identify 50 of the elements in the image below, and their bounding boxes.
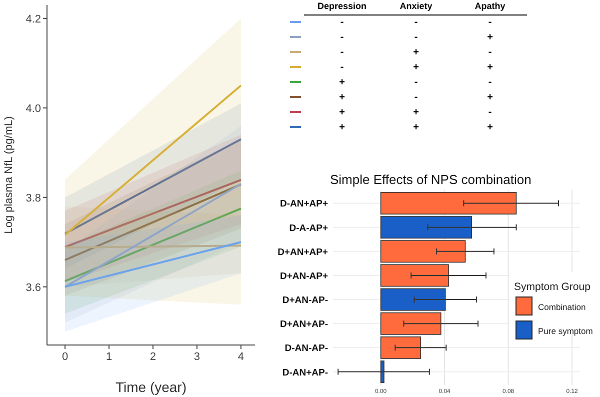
y-tick-label: D+AN+AP-	[280, 319, 328, 330]
text: -	[414, 17, 418, 28]
text: Depression	[317, 1, 367, 11]
text: -	[414, 32, 418, 43]
y-tick-label: 4.2	[26, 13, 41, 26]
x-tick-label: 4	[238, 351, 244, 363]
y-tick-label: D-A-AP+	[289, 222, 328, 234]
text: -	[340, 47, 344, 58]
text: +	[339, 107, 346, 118]
legend-title: Symptom Group	[514, 281, 591, 293]
text: +	[339, 77, 346, 88]
text: -	[340, 17, 344, 28]
legend-label: Pure symptom	[538, 326, 593, 336]
legend-label: Combination	[538, 302, 586, 312]
y-tick-label: 3.6	[26, 282, 41, 294]
text: -	[488, 107, 492, 118]
text: +	[413, 122, 420, 133]
text: -	[340, 32, 344, 43]
text: -	[488, 17, 492, 28]
x-tick-label: 2	[150, 351, 156, 363]
text: +	[487, 62, 494, 73]
x-tick-label: 1	[106, 351, 112, 363]
chart-title: Simple Effects of NPS combination	[330, 172, 532, 187]
y-tick-label: D-AN+AP-	[282, 367, 328, 378]
text: +	[487, 32, 494, 43]
x-tick-label: 0	[62, 351, 68, 363]
y-axis-title: Log plasma NfL (pg/mL)	[3, 116, 15, 234]
x-tick-label: 3	[194, 351, 200, 363]
y-tick-label: D+AN+AP+	[278, 246, 328, 258]
text: -	[488, 77, 492, 88]
y-tick-label: 3.8	[26, 192, 41, 204]
y-tick-label: 4.0	[26, 102, 41, 115]
text: +	[413, 107, 420, 118]
y-tick-label: D+AN-AP+	[280, 270, 328, 282]
x-axis-title: Time (year)	[115, 379, 187, 395]
text: -	[488, 47, 492, 58]
text: +	[339, 122, 346, 133]
y-tick-label: D-AN+AP+	[280, 198, 328, 210]
text: Anxiety	[400, 1, 432, 11]
text: -	[414, 92, 418, 103]
y-tick-label: D+AN-AP-	[282, 295, 328, 306]
text: +	[339, 92, 346, 103]
text: +	[487, 122, 494, 133]
text: +	[487, 92, 494, 103]
text: Apathy	[474, 1, 506, 11]
text: +	[413, 62, 420, 73]
text: -	[340, 62, 344, 73]
text: +	[413, 47, 420, 58]
y-tick-label: D-AN-AP-	[284, 343, 328, 354]
text: -	[414, 77, 418, 88]
